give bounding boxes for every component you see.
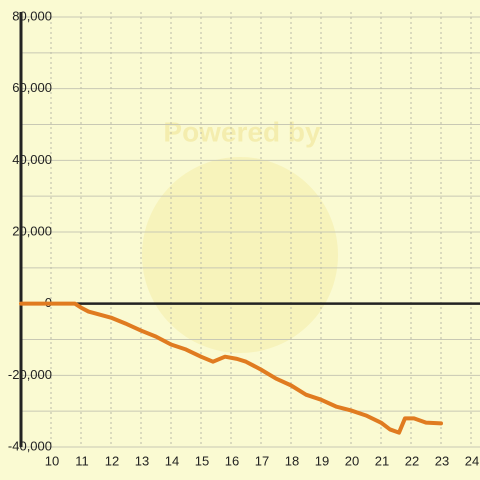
watermark: Powered by [163,116,321,147]
x-tick-label: 24 [465,453,479,468]
x-tick-label: 16 [225,453,239,468]
x-tick-label: 18 [285,453,299,468]
y-tick-label: 60,000 [12,80,52,95]
y-tick-label: -40,000 [8,438,52,453]
y-tick-label: 20,000 [12,223,52,238]
y-tick-label: 40,000 [12,152,52,167]
x-tick-label: 23 [435,453,449,468]
y-tick-label: -20,000 [8,367,52,382]
x-tick-label: 10 [45,453,59,468]
x-tick-label: 20 [345,453,359,468]
x-tick-label: 13 [135,453,149,468]
x-tick-label: 17 [255,453,269,468]
line [19,301,443,435]
y-tick-label: 80,000 [12,8,52,23]
x-tick-label: 11 [75,453,89,468]
x-tick-label: 15 [195,453,209,468]
x-tick-label: 22 [405,453,419,468]
x-tick-label: 12 [105,453,119,468]
x-tick-label: 19 [315,453,329,468]
x-tick-label: 14 [165,453,179,468]
x-tick-label: 21 [375,453,389,468]
